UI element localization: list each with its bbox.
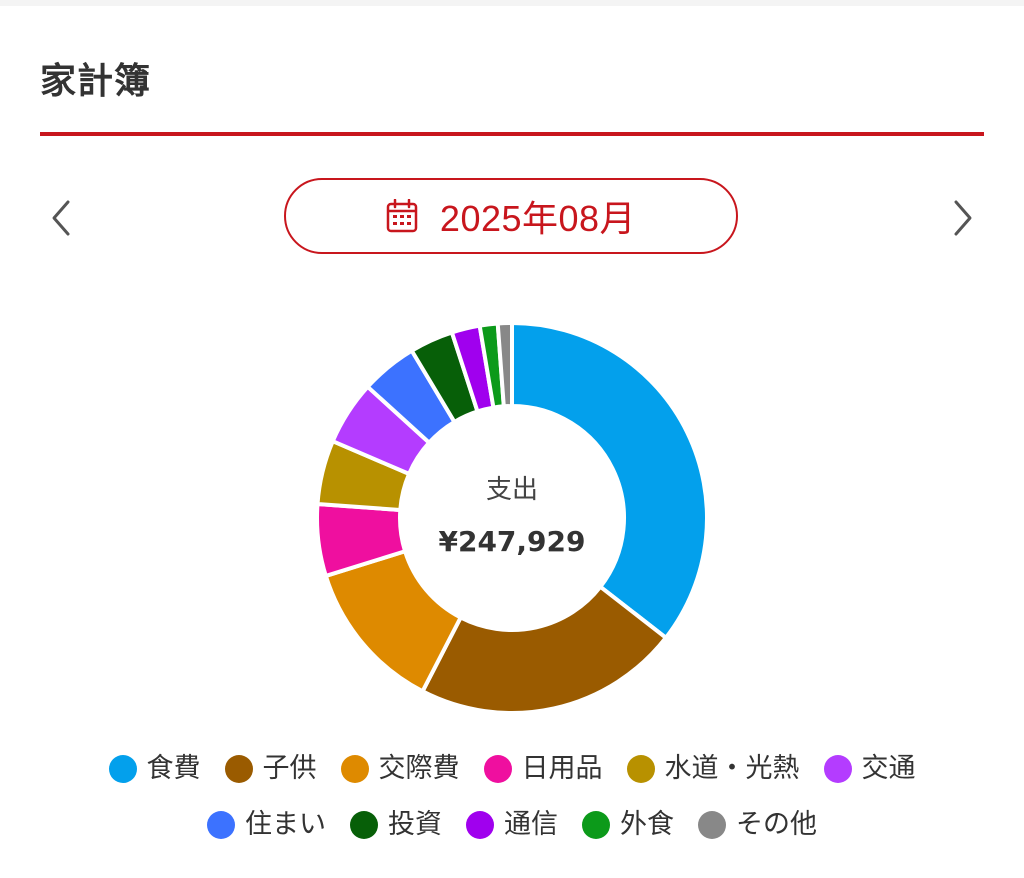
- month-label: 2025年08月: [439, 198, 637, 239]
- legend-item[interactable]: その他: [698, 808, 817, 842]
- page-title: 家計簿: [40, 61, 152, 102]
- legend-color-dot: [224, 755, 253, 783]
- legend-item[interactable]: 日用品: [483, 752, 603, 786]
- expense-label: 支出: [485, 475, 538, 505]
- prev-month-button[interactable]: [38, 196, 82, 240]
- next-month-button[interactable]: [942, 196, 986, 240]
- month-selector-button[interactable]: 2025年08月: [284, 178, 738, 254]
- legend-color-dot: [340, 755, 369, 783]
- legend-item[interactable]: 食費: [108, 752, 201, 786]
- donut-svg: [315, 321, 709, 715]
- legend-color-dot: [483, 755, 512, 783]
- donut-slice[interactable]: [510, 321, 709, 640]
- legend-color-dot: [626, 755, 655, 783]
- legend-color-dot: [350, 811, 378, 839]
- chevron-right-icon: [954, 200, 972, 236]
- legend-label: 食費: [146, 753, 201, 784]
- calendar-icon: [386, 199, 418, 233]
- legend-label: その他: [736, 809, 817, 840]
- chart-legend: 食費 子供 交際費 日用品 水道・光熱 交通住まい 投資 通信 外食 その他: [40, 752, 984, 842]
- legend-color-dot: [823, 755, 852, 783]
- legend-label: 住まい: [245, 809, 326, 840]
- legend-color-dot: [582, 811, 610, 839]
- legend-item[interactable]: 住まい: [207, 808, 326, 842]
- legend-label: 日用品: [521, 753, 603, 784]
- title-divider: [40, 132, 984, 136]
- expense-total: ¥247,929: [438, 525, 586, 558]
- legend-item[interactable]: 投資: [350, 808, 442, 842]
- legend-row: 住まい 投資 通信 外食 その他: [40, 808, 984, 842]
- legend-item[interactable]: 交際費: [340, 752, 460, 786]
- legend-item[interactable]: 水道・光熱: [626, 752, 800, 786]
- legend-item[interactable]: 通信: [466, 808, 558, 842]
- status-strip: [0, 0, 1024, 6]
- chevron-left-icon: [52, 200, 70, 236]
- legend-item[interactable]: 交通: [823, 752, 916, 786]
- legend-color-dot: [207, 811, 235, 839]
- legend-label: 子供: [262, 753, 317, 784]
- legend-label: 外食: [620, 809, 674, 840]
- legend-label: 交通: [861, 753, 916, 784]
- legend-item[interactable]: 子供: [224, 752, 317, 786]
- legend-color-dot: [108, 755, 137, 783]
- donut-slice[interactable]: [420, 584, 668, 715]
- legend-label: 水道・光熱: [664, 753, 800, 784]
- legend-label: 通信: [504, 809, 558, 840]
- legend-color-dot: [698, 811, 726, 839]
- legend-item[interactable]: 外食: [582, 808, 674, 842]
- expense-donut-chart: [312, 318, 712, 718]
- legend-color-dot: [466, 811, 494, 839]
- legend-row: 食費 子供 交際費 日用品 水道・光熱 交通: [40, 752, 984, 786]
- legend-label: 交際費: [378, 753, 460, 784]
- donut-slice[interactable]: [495, 321, 514, 409]
- legend-label: 投資: [388, 809, 442, 840]
